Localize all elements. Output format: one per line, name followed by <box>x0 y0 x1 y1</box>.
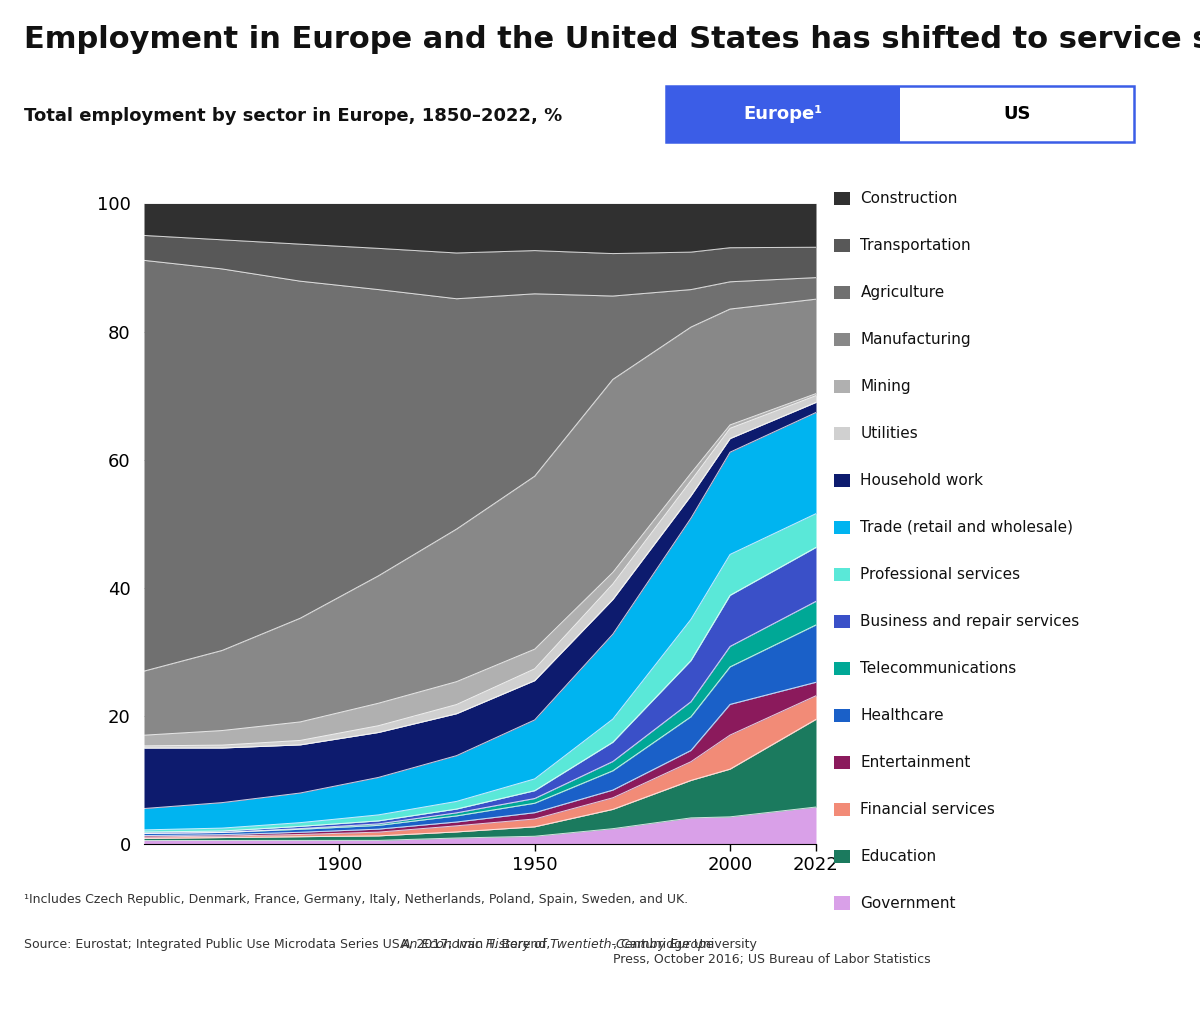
Text: , Cambridge University
Press, October 2016; US Bureau of Labor Statistics: , Cambridge University Press, October 20… <box>612 938 930 966</box>
Text: Employment in Europe and the United States has shifted to service sectors.: Employment in Europe and the United Stat… <box>24 25 1200 55</box>
Text: Utilities: Utilities <box>860 426 918 440</box>
Text: Source: Eurostat; Integrated Public Use Microdata Series USA, 2017; Ivan T. Bere: Source: Eurostat; Integrated Public Use … <box>24 938 866 951</box>
Text: Healthcare: Healthcare <box>860 708 944 723</box>
Text: Entertainment: Entertainment <box>860 755 971 770</box>
Bar <box>666 86 900 142</box>
Text: Trade (retail and wholesale): Trade (retail and wholesale) <box>860 520 1074 535</box>
Text: Manufacturing: Manufacturing <box>860 332 971 347</box>
Text: Education: Education <box>860 848 936 863</box>
Text: US: US <box>1003 106 1031 123</box>
Text: Europe¹: Europe¹ <box>744 106 822 123</box>
Text: ¹Includes Czech Republic, Denmark, France, Germany, Italy, Netherlands, Poland, : ¹Includes Czech Republic, Denmark, Franc… <box>24 893 688 906</box>
Text: Business and repair services: Business and repair services <box>860 613 1080 629</box>
Text: Telecommunications: Telecommunications <box>860 661 1016 675</box>
Text: An Economic History of Twentieth-Century Europe: An Economic History of Twentieth-Century… <box>401 938 714 951</box>
Text: Professional services: Professional services <box>860 566 1020 582</box>
Text: Household work: Household work <box>860 473 984 488</box>
Text: Mining: Mining <box>860 378 911 394</box>
Bar <box>900 86 1134 142</box>
Text: Financial services: Financial services <box>860 801 995 817</box>
Text: Transportation: Transportation <box>860 238 971 253</box>
Text: Source: Eurostat; Integrated Public Use Microdata Series USA, 2017; Ivan T. Bere: Source: Eurostat; Integrated Public Use … <box>24 938 554 951</box>
Text: Total employment by sector in Europe, 1850–2022, %: Total employment by sector in Europe, 18… <box>24 107 563 125</box>
Text: Agriculture: Agriculture <box>860 285 944 300</box>
Text: Government: Government <box>860 896 956 910</box>
Text: Construction: Construction <box>860 191 958 205</box>
